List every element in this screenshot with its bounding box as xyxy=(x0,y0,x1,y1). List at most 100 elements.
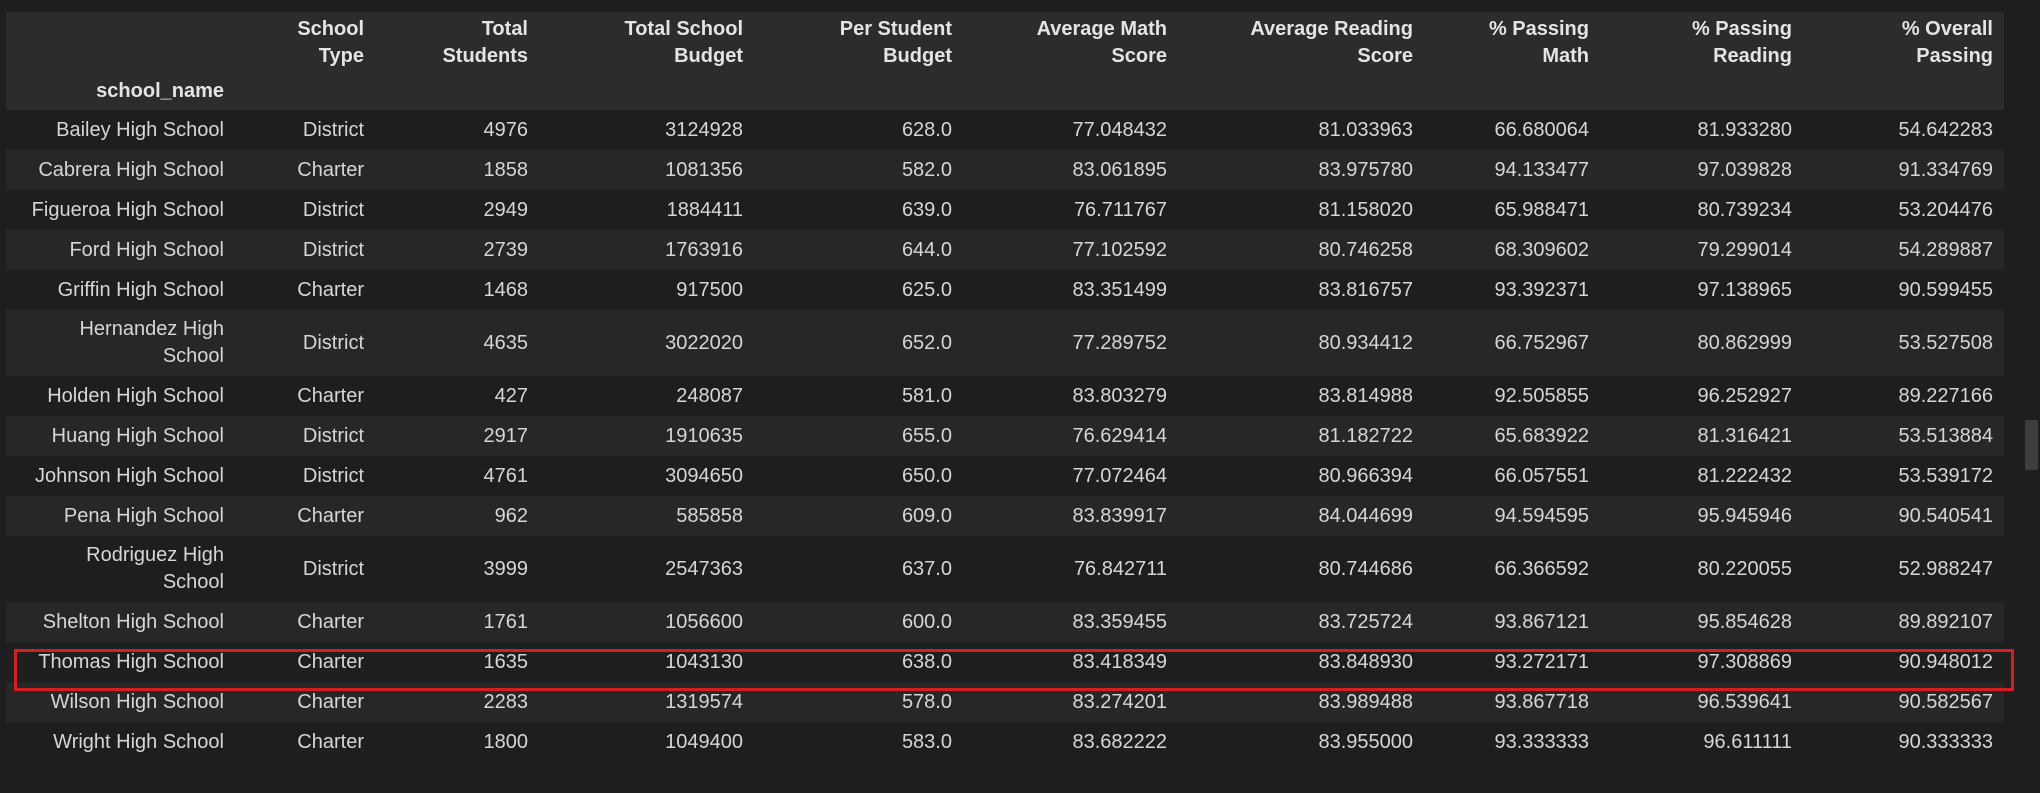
cell-per-student: 609.0 xyxy=(901,504,952,527)
cell-budget: 3022020 xyxy=(665,331,743,354)
cell-pass-math: 94.133477 xyxy=(1494,158,1589,181)
column-header-percent-passing-reading: % Passing Reading xyxy=(1600,12,1803,72)
cell-pass-math: 93.272171 xyxy=(1494,650,1589,673)
cell-overall: 90.599455 xyxy=(1898,278,1993,301)
school-name-cell: Johnson High School xyxy=(34,464,224,487)
school-name-cell: Hernandez High School xyxy=(79,318,224,367)
cell-pass-reading: 80.739234 xyxy=(1697,198,1792,221)
cell-pass-math: 66.366592 xyxy=(1494,557,1589,580)
cell-pass-math: 93.333333 xyxy=(1494,730,1589,753)
cell-reading: 80.934412 xyxy=(1318,331,1413,354)
cell-type: Charter xyxy=(297,690,364,713)
cell-pass-reading: 95.854628 xyxy=(1697,610,1792,633)
cell-pass-reading: 97.039828 xyxy=(1697,158,1792,181)
cell-pass-math: 65.683922 xyxy=(1494,424,1589,447)
table-body: Bailey High School District 4976 3124928 628… xyxy=(6,110,2004,762)
cell-overall: 90.333333 xyxy=(1898,730,1993,753)
cell-budget: 1910635 xyxy=(665,424,743,447)
school-name-cell: Cabrera High School xyxy=(38,158,224,181)
cell-pass-math: 68.309602 xyxy=(1494,238,1589,261)
cell-pass-reading: 81.316421 xyxy=(1697,424,1792,447)
cell-math: 76.629414 xyxy=(1072,424,1167,447)
table-row: Ford High School District 2739 1763916 644.0… xyxy=(6,230,2004,270)
scrollbar-thumb[interactable] xyxy=(2025,420,2038,470)
cell-math: 83.274201 xyxy=(1072,690,1167,713)
cell-pass-math: 66.057551 xyxy=(1494,464,1589,487)
cell-overall: 53.539172 xyxy=(1898,464,1993,487)
cell-reading: 83.975780 xyxy=(1318,158,1413,181)
cell-budget: 3094650 xyxy=(665,464,743,487)
cell-math: 83.061895 xyxy=(1072,158,1167,181)
cell-reading: 80.966394 xyxy=(1318,464,1413,487)
cell-students: 1761 xyxy=(483,610,529,633)
cell-budget: 1043130 xyxy=(665,650,743,673)
cell-pass-reading: 81.933280 xyxy=(1697,118,1792,141)
column-header-row: School Type Total Students Total School Budge… xyxy=(6,12,2004,72)
cell-pass-reading: 80.862999 xyxy=(1697,331,1792,354)
dataframe-table: School Type Total Students Total School Budge… xyxy=(6,12,2004,762)
table-row: Hernandez High School District 4635 3022020 6… xyxy=(6,310,2004,376)
table-row-highlighted: Thomas High School Charter 1635 1043130 638.… xyxy=(6,642,2004,682)
cell-reading: 83.814988 xyxy=(1318,384,1413,407)
cell-pass-reading: 95.945946 xyxy=(1697,504,1792,527)
cell-budget: 1763916 xyxy=(665,238,743,261)
cell-students: 4635 xyxy=(483,331,529,354)
cell-pass-math: 93.867121 xyxy=(1494,610,1589,633)
cell-overall: 91.334769 xyxy=(1898,158,1993,181)
cell-per-student: 652.0 xyxy=(901,331,952,354)
column-header-average-reading-score: Average Reading Score xyxy=(1178,12,1424,72)
table-row: Wright High School Charter 1800 1049400 583.… xyxy=(6,722,2004,762)
cell-pass-math: 66.680064 xyxy=(1494,118,1589,141)
cell-per-student: 578.0 xyxy=(901,690,952,713)
school-name-cell: Pena High School xyxy=(63,504,224,527)
cell-type: Charter xyxy=(297,610,364,633)
cell-students: 3999 xyxy=(483,557,529,580)
cell-per-student: 639.0 xyxy=(901,198,952,221)
cell-budget: 1056600 xyxy=(665,610,743,633)
cell-math: 77.048432 xyxy=(1072,118,1167,141)
cell-type: Charter xyxy=(297,730,364,753)
cell-pass-math: 93.867718 xyxy=(1494,690,1589,713)
cell-students: 427 xyxy=(494,384,528,407)
table-row: Griffin High School Charter 1468 917500 625.… xyxy=(6,270,2004,310)
school-name-cell: Wilson High School xyxy=(50,690,224,713)
cell-pass-math: 66.752967 xyxy=(1494,331,1589,354)
cell-students: 2917 xyxy=(483,424,529,447)
cell-overall: 90.540541 xyxy=(1898,504,1993,527)
column-header-average-math-score: Average Math Score xyxy=(963,12,1178,72)
cell-pass-reading: 97.308869 xyxy=(1697,650,1792,673)
school-name-cell: Holden High School xyxy=(47,384,224,407)
cell-math: 76.842711 xyxy=(1073,557,1167,580)
cell-type: District xyxy=(302,424,364,447)
cell-budget: 1319574 xyxy=(665,690,743,713)
cell-students: 2739 xyxy=(483,238,529,261)
cell-pass-math: 94.594595 xyxy=(1494,504,1589,527)
school-name-cell: Rodriguez High School xyxy=(86,544,224,593)
cell-per-student: 625.0 xyxy=(901,278,952,301)
cell-pass-reading: 96.539641 xyxy=(1697,690,1792,713)
cell-type: Charter xyxy=(297,384,364,407)
cell-students: 2283 xyxy=(483,690,529,713)
cell-type: Charter xyxy=(297,158,364,181)
cell-overall: 53.513884 xyxy=(1898,424,1993,447)
cell-overall: 90.582567 xyxy=(1898,690,1993,713)
cell-type: Charter xyxy=(297,504,364,527)
cell-type: District xyxy=(302,464,364,487)
cell-overall: 89.892107 xyxy=(1898,610,1993,633)
cell-students: 962 xyxy=(494,504,528,527)
cell-reading: 83.955000 xyxy=(1318,730,1413,753)
cell-type: Charter xyxy=(297,650,364,673)
cell-overall: 54.642283 xyxy=(1898,118,1993,141)
cell-reading: 80.744686 xyxy=(1318,557,1413,580)
cell-students: 2949 xyxy=(483,198,529,221)
school-name-cell: Griffin High School xyxy=(57,278,224,301)
cell-reading: 83.816757 xyxy=(1318,278,1413,301)
column-header-per-student-budget: Per Student Budget xyxy=(754,12,963,72)
cell-overall: 90.948012 xyxy=(1898,650,1993,673)
cell-type: District xyxy=(302,557,364,580)
cell-per-student: 638.0 xyxy=(901,650,952,673)
cell-budget: 1884411 xyxy=(666,198,743,221)
cell-reading: 80.746258 xyxy=(1318,238,1413,261)
cell-pass-math: 93.392371 xyxy=(1494,278,1589,301)
table-row: Bailey High School District 4976 3124928 628… xyxy=(6,110,2004,150)
